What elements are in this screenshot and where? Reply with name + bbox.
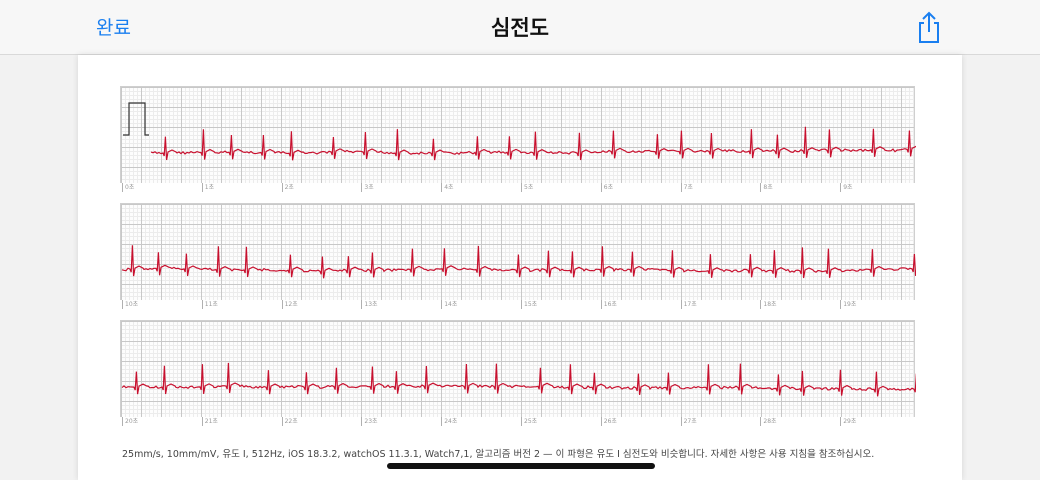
share-icon	[919, 11, 939, 43]
time-tick-label: 3초	[361, 183, 374, 192]
time-tick-label: 11초	[201, 300, 218, 309]
time-tick-label: 19초	[840, 300, 856, 309]
time-axis-2: 10초 11초 12초 13초 14초 15초 16초 17초 18초 19초	[120, 300, 915, 314]
time-tick-label: 8초	[760, 183, 773, 192]
time-tick-label: 25초	[521, 417, 537, 426]
ecg-strip-2	[120, 203, 916, 308]
done-button[interactable]: 완료	[96, 17, 131, 39]
time-tick-label: 24초	[441, 417, 457, 426]
time-tick-label: 22초	[281, 417, 298, 426]
time-tick-label: 18초	[760, 300, 777, 309]
home-indicator[interactable]	[387, 463, 655, 469]
time-tick-label: 26초	[600, 417, 617, 426]
time-tick-label: 28초	[760, 417, 777, 426]
ecg-trace-svg	[121, 245, 916, 279]
ecg-info-text: 25mm/s, 10mm/mV, 유도 I, 512Hz, iOS 18.3.2…	[122, 449, 875, 460]
time-tick-label: 7초	[680, 183, 693, 192]
ecg-trace-svg	[123, 102, 916, 161]
time-tick-label: 0초	[122, 183, 134, 192]
ecg-trace-svg	[121, 362, 916, 397]
time-tick-label: 27초	[680, 417, 697, 426]
time-axis-3: 20초 21초 22초 23초 24초 25초 26초 27초 28초 29초	[120, 417, 915, 431]
time-tick-label: 20초	[122, 417, 138, 426]
time-axis-1: 0초 1초 2초 3초 4초 5초 6초 7초 8초 9초	[120, 183, 915, 197]
time-tick-label: 5초	[521, 183, 533, 192]
time-tick-label: 17초	[680, 300, 697, 309]
time-tick-label: 21초	[201, 417, 218, 426]
navigation-bar: 완료 심전도	[0, 0, 1040, 55]
time-tick-label: 15초	[521, 300, 537, 309]
time-tick-label: 1초	[201, 183, 214, 192]
time-tick-label: 2초	[281, 183, 294, 192]
ecg-strip-3	[120, 320, 916, 425]
time-tick-label: 6초	[600, 183, 613, 192]
ecg-strip-1	[120, 86, 916, 191]
share-button[interactable]	[914, 10, 944, 44]
time-tick-label: 12초	[281, 300, 298, 309]
ecg-trace-line	[121, 362, 916, 397]
ecg-trace-line	[150, 126, 916, 161]
time-tick-label: 13초	[361, 300, 378, 309]
page-title: 심전도	[491, 16, 549, 40]
time-tick-label: 9초	[840, 183, 853, 192]
time-tick-label: 16초	[600, 300, 617, 309]
time-tick-label: 29초	[840, 417, 856, 426]
calibration-pulse	[123, 102, 149, 136]
time-tick-label: 10초	[122, 300, 138, 309]
time-tick-label: 23초	[361, 417, 378, 426]
ecg-trace-line	[121, 245, 916, 279]
time-tick-label: 4초	[441, 183, 454, 192]
time-tick-label: 14초	[441, 300, 457, 309]
